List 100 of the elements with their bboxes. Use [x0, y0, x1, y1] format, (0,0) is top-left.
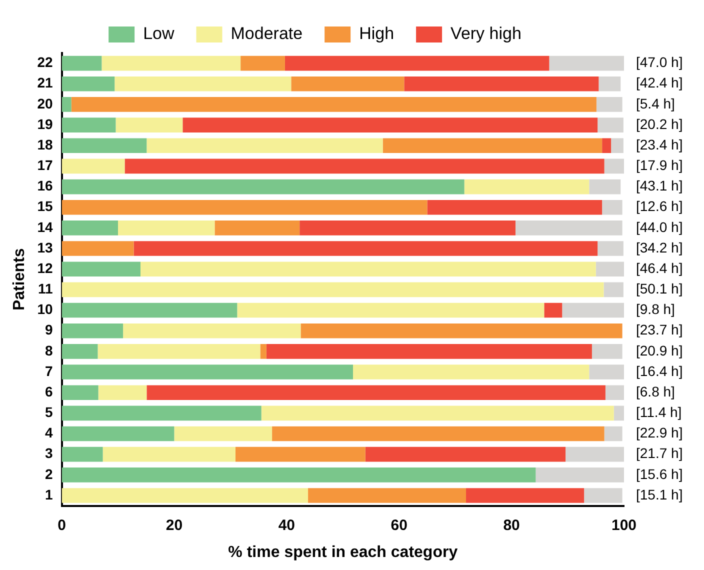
bar [260, 344, 266, 359]
bar [382, 138, 602, 154]
bar [116, 118, 183, 132]
bar [62, 200, 428, 215]
bar [62, 446, 103, 462]
text: [34.2 h] [636, 239, 683, 256]
bar [604, 158, 624, 174]
bar [589, 364, 624, 380]
y-tick-label: 20 [37, 95, 53, 112]
bar [62, 426, 174, 442]
bar [549, 56, 624, 71]
bar [544, 302, 562, 318]
y-tick-label: 1 [44, 486, 53, 502]
y-tick-label: 15 [37, 198, 53, 214]
bar [427, 200, 602, 215]
bar [62, 468, 536, 482]
y-tick-label: 3 [44, 445, 53, 462]
y-axis-title: Patients [11, 248, 28, 311]
y-tick-label: 22 [37, 54, 53, 70]
bar [114, 76, 292, 92]
bar [602, 138, 612, 154]
y-tick-label: 21 [37, 74, 53, 91]
bar [611, 138, 624, 154]
bar [62, 282, 604, 298]
bar [272, 426, 604, 442]
y-tick-label: 16 [37, 178, 53, 194]
bar [584, 488, 622, 503]
legend-label: Very high [450, 24, 522, 44]
y-tick-label: 19 [37, 116, 53, 132]
bar [62, 97, 72, 112]
bar [598, 76, 621, 92]
bar [62, 158, 125, 174]
bar [596, 97, 622, 112]
bar [118, 220, 215, 236]
y-tick-label: 11 [38, 280, 53, 297]
bar [62, 323, 124, 338]
bar [62, 488, 308, 503]
bar [598, 118, 624, 132]
y-tick-label: 14 [37, 218, 53, 235]
bar [353, 364, 590, 380]
bar [146, 138, 383, 154]
bar [62, 241, 134, 256]
bar [604, 282, 624, 298]
x-tick-label: 60 [390, 516, 408, 534]
bar [464, 179, 590, 194]
bar [284, 56, 550, 71]
text: [47.0 h] [636, 54, 683, 70]
bar [102, 56, 241, 71]
bar [261, 406, 614, 421]
y-tick-label: 7 [44, 362, 53, 379]
bar [266, 344, 592, 359]
bar [134, 241, 598, 256]
text: [46.4 h] [636, 260, 683, 276]
bar [124, 158, 604, 174]
y-tick-label: 4 [44, 424, 53, 441]
x-tick-label: 0 [58, 516, 66, 534]
bar [308, 488, 466, 503]
bar [62, 385, 98, 400]
text: [43.1 h] [636, 178, 683, 194]
bar [237, 302, 544, 318]
y-tick-label: 13 [37, 239, 53, 256]
bar [62, 76, 115, 92]
text: [9.8 h] [636, 301, 675, 318]
bar [102, 446, 236, 462]
bar [300, 220, 516, 236]
text: [20.2 h] [636, 116, 683, 132]
text: [20.9 h] [636, 342, 683, 358]
bar [300, 323, 622, 338]
text: [50.1 h] [636, 280, 683, 297]
text: [23.7 h] [636, 322, 683, 338]
bar [62, 302, 238, 318]
bar [604, 426, 622, 442]
y-tick-label: 18 [37, 136, 53, 152]
bar [214, 220, 300, 236]
bar [614, 406, 624, 421]
x-tick-label: 20 [166, 516, 183, 534]
bar [146, 385, 606, 400]
bar [466, 488, 584, 503]
bar [62, 364, 354, 380]
legend-label: High [359, 24, 394, 44]
bar [140, 262, 596, 277]
bar [62, 138, 147, 154]
y-tick-label: 9 [44, 322, 53, 338]
bar [62, 406, 262, 421]
y-tick-label: 2 [44, 466, 53, 482]
bar [71, 97, 596, 112]
bar [515, 220, 622, 236]
bar [404, 76, 599, 92]
bar [62, 118, 116, 132]
bar [605, 385, 624, 400]
x-tick-label: 40 [278, 516, 296, 534]
bar [62, 56, 102, 71]
bar [291, 76, 404, 92]
bar [62, 220, 118, 236]
text: [16.4 h] [636, 362, 683, 379]
text: [17.9 h] [636, 157, 683, 174]
bar [62, 262, 140, 277]
text: [11.4 h] [636, 404, 682, 420]
y-tick-label: 5 [44, 404, 53, 420]
bar [589, 179, 621, 194]
